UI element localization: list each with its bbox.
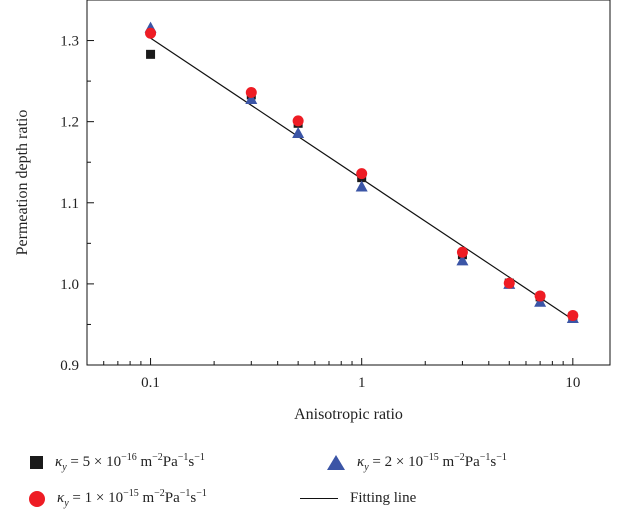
legend-label: κy = 5 × 10−16 m−2Pa−1s−1: [55, 452, 205, 473]
legend-item-kappa-2e-15: κy = 2 × 10−15 m−2Pa−1s−1: [327, 452, 507, 473]
circle-data-point: [456, 246, 468, 258]
circle-marker-icon: [29, 490, 45, 507]
circle-data-point: [245, 86, 257, 98]
legend: κy = 5 × 10−16 m−2Pa−1s−1 κy = 2 × 10−15…: [0, 446, 639, 522]
y-axis: 0.9 1.0 1.1 1.2 1.3: [60, 34, 94, 374]
y-tick-label: 0.9: [60, 358, 79, 374]
square-data-point: [146, 49, 156, 59]
legend-item-fitting-line: Fitting line: [300, 490, 416, 507]
chart-svg: 0.1 1 10 0.9 1.0 1.1 1.2 1.3 Anisotropic ratio…: [14, 0, 611, 423]
legend-label: κy = 1 × 10−15 m−2Pa−1s−1: [57, 488, 207, 509]
triangle-data-point: [245, 92, 258, 104]
legend-label: Fitting line: [350, 490, 417, 506]
circle-data-point: [503, 277, 515, 289]
x-tick-label: 1: [358, 375, 366, 391]
circle-data-point: [567, 310, 579, 322]
data-points: [144, 21, 579, 323]
x-axis-title: Anisotropic ratio: [294, 406, 403, 423]
triangle-data-point: [292, 127, 305, 139]
line-marker-icon: [300, 498, 338, 499]
plot-area: [86, 0, 611, 366]
triangle-marker-icon: [327, 455, 345, 470]
y-axis-title: Permeation depth ratio: [14, 110, 31, 256]
triangle-data-point: [355, 180, 368, 192]
x-axis: 0.1 1 10: [103, 358, 580, 391]
y-tick-label: 1.3: [60, 34, 79, 50]
circle-data-point: [145, 27, 157, 39]
square-marker-icon: [30, 456, 43, 469]
x-tick-label: 10: [565, 375, 580, 391]
legend-item-kappa-1e-15: κy = 1 × 10−15 m−2Pa−1s−1: [29, 488, 207, 509]
y-tick-label: 1.1: [60, 196, 79, 212]
triangle-data-point: [456, 254, 469, 266]
plot-border: [86, 0, 611, 366]
circle-data-point: [534, 290, 546, 302]
y-tick-label: 1.2: [60, 115, 79, 131]
circle-data-point: [292, 115, 304, 127]
legend-label: κy = 2 × 10−15 m−2Pa−1s−1: [357, 452, 507, 473]
legend-item-kappa-5e-16: κy = 5 × 10−16 m−2Pa−1s−1: [30, 452, 205, 473]
x-tick-label: 0.1: [141, 375, 160, 391]
circle-data-point: [356, 168, 368, 180]
y-tick-label: 1.0: [60, 277, 79, 293]
